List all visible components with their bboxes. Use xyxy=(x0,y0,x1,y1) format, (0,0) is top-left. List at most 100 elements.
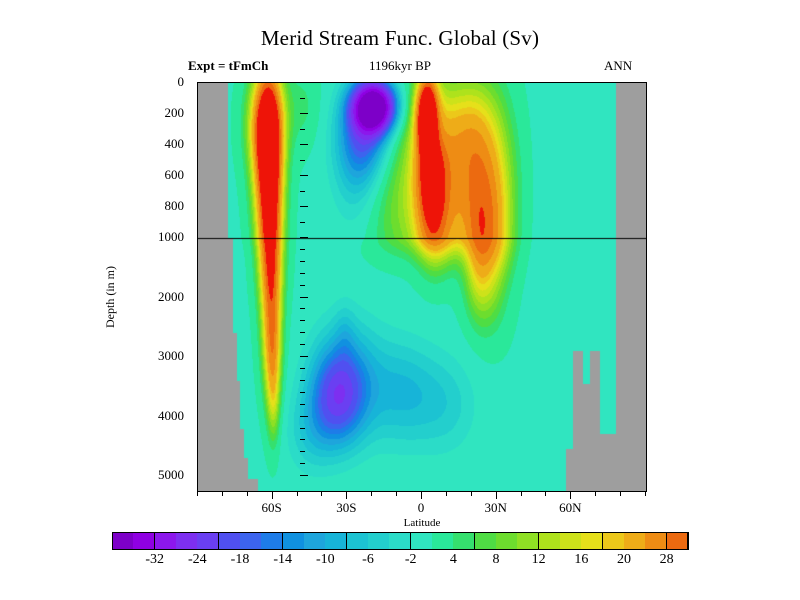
colorbar-cell xyxy=(453,532,476,550)
x-axis-tick-major xyxy=(570,491,572,499)
colorbar-cell xyxy=(410,532,433,550)
colorbar-label: -24 xyxy=(187,552,207,567)
y-axis-label: 600 xyxy=(164,167,185,183)
y-axis-tick-major xyxy=(300,113,308,114)
colorbar-label: 12 xyxy=(531,552,546,567)
y-axis-tick-minor xyxy=(300,284,305,286)
colorbar-cell xyxy=(389,532,412,550)
x-axis-tick-major xyxy=(421,491,422,499)
y-axis-tick-major xyxy=(300,175,308,177)
colorbar-label: 20 xyxy=(617,552,631,567)
colorbar-cell xyxy=(346,532,369,550)
y-axis-tick-minor xyxy=(300,403,305,405)
x-axis-tick-minor xyxy=(445,491,447,496)
colorbar-label: -18 xyxy=(230,552,250,567)
x-axis-tick-minor xyxy=(296,491,298,496)
colorbar-label: 8 xyxy=(492,552,500,567)
colorbar-label: -14 xyxy=(273,552,292,567)
colorbar-cell xyxy=(517,532,540,550)
y-axis-tick-minor xyxy=(300,332,305,334)
colorbar-cell xyxy=(154,532,177,550)
x-axis-tick-minor xyxy=(545,491,547,496)
colorbar-cell xyxy=(197,532,220,550)
colorbar-label: -2 xyxy=(404,552,417,567)
y-axis-tick-minor xyxy=(300,463,305,465)
y-axis-label: 800 xyxy=(164,198,185,214)
colorbar-cell xyxy=(218,532,241,550)
subtitle-label: 1196kyr BP xyxy=(369,58,431,73)
y-axis-label: 1000 xyxy=(158,229,184,245)
y-axis: Depth (in m) 0 200 400 600 800 1000 2000 3000 40… xyxy=(103,74,308,490)
y-axis-tick-minor xyxy=(300,391,305,393)
colorbar-cell xyxy=(624,532,646,550)
y-axis-tick-major xyxy=(300,356,308,358)
colorbar-cell xyxy=(432,532,454,550)
y-axis-tick-minor xyxy=(300,260,305,262)
x-axis-label: 0 xyxy=(417,500,425,515)
y-axis-label: 400 xyxy=(164,136,185,152)
colorbar-cell xyxy=(112,532,134,550)
colorbar-label: 28 xyxy=(659,552,674,567)
y-axis-tick-major xyxy=(300,237,308,239)
x-axis-tick-minor xyxy=(520,491,522,496)
y-axis-tick-major xyxy=(300,206,308,208)
x-axis-label: 60N xyxy=(559,500,582,515)
x-axis-tick-minor xyxy=(645,491,646,496)
colorbar-label: -10 xyxy=(315,552,335,567)
y-axis-tick-minor xyxy=(300,159,305,161)
x-axis-tick-minor xyxy=(246,491,248,496)
y-axis-tick-minor xyxy=(300,367,305,369)
y-axis-tick-minor xyxy=(300,97,305,99)
x-axis-tick-major xyxy=(271,491,273,499)
y-axis-tick-minor xyxy=(300,221,305,223)
y-axis-tick-minor xyxy=(300,272,305,274)
y-axis-tick-minor xyxy=(300,439,305,441)
x-axis-tick-minor xyxy=(595,491,597,496)
x-axis-tick-minor xyxy=(221,491,223,496)
x-axis-tick-major xyxy=(495,491,497,499)
x-axis: Latitude 60S 30S 0 30N 60N xyxy=(197,491,647,529)
y-axis-tick-minor xyxy=(300,379,305,381)
colorbar-label: -6 xyxy=(362,552,374,567)
colorbar-cell xyxy=(645,532,668,550)
x-axis-tick-minor xyxy=(620,491,622,496)
page-title: Merid Stream Func. Global (Sv) xyxy=(260,26,540,50)
y-axis-tick-major xyxy=(300,475,308,477)
x-axis-tick-minor xyxy=(197,491,198,496)
colorbar-cell xyxy=(602,532,625,550)
y-axis-tick-major xyxy=(300,296,308,298)
y-axis-tick-minor xyxy=(300,308,305,310)
y-axis-label: 200 xyxy=(164,105,185,120)
y-axis-tick-minor xyxy=(300,320,305,322)
colorbar-cell xyxy=(176,532,198,550)
y-axis-tick-minor xyxy=(300,427,305,429)
y-axis-tick-minor xyxy=(300,344,305,346)
colorbar xyxy=(112,532,689,550)
x-axis-label: 30N xyxy=(484,500,507,515)
y-axis-label: 4000 xyxy=(158,407,184,423)
colorbar-cell xyxy=(240,532,262,550)
colorbar-cell xyxy=(496,532,518,550)
x-axis-tick-minor xyxy=(371,491,373,496)
experiment-label: Expt = tFmCh xyxy=(188,58,269,73)
colorbar-label: -32 xyxy=(145,552,164,567)
y-axis-tick-major xyxy=(300,415,308,417)
colorbar-cell xyxy=(474,532,497,550)
x-axis-tick-major xyxy=(346,491,348,499)
colorbar-cell xyxy=(304,532,326,550)
y-axis-tick-major xyxy=(300,82,308,83)
y-axis-label: 3000 xyxy=(158,348,184,364)
colorbar-cell xyxy=(261,532,284,550)
colorbar-cell xyxy=(368,532,390,550)
y-axis-label: 0 xyxy=(177,74,185,89)
colorbar-cell xyxy=(560,532,582,550)
stream-function-field xyxy=(198,83,646,491)
colorbar-label: 16 xyxy=(574,552,589,567)
y-axis-label: 5000 xyxy=(158,467,184,483)
colorbar-cell xyxy=(538,532,561,550)
colorbar-cell xyxy=(282,532,305,550)
y-axis-label: 2000 xyxy=(158,288,184,304)
colorbar-label: 4 xyxy=(449,552,457,567)
x-axis-tick-minor xyxy=(396,491,398,496)
